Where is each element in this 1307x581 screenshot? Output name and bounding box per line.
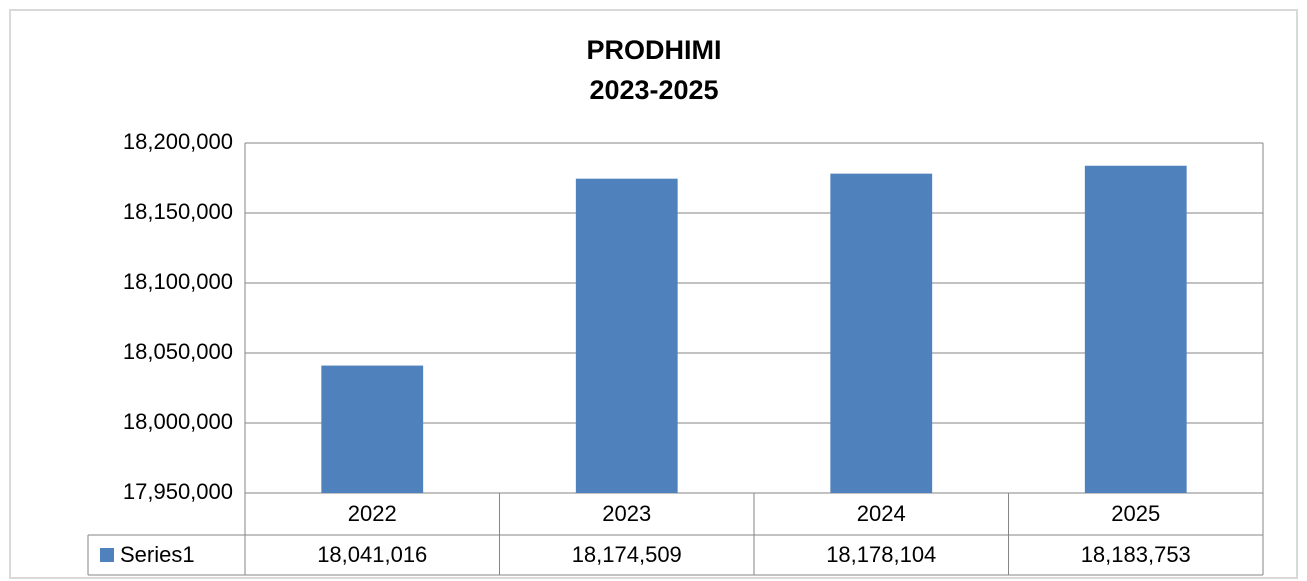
x-tick-label: 2022 xyxy=(348,501,397,526)
y-tick-label: 18,050,000 xyxy=(123,339,233,364)
bar xyxy=(830,173,933,493)
x-tick-label: 2023 xyxy=(602,501,651,526)
y-tick-label: 18,200,000 xyxy=(123,129,233,154)
x-tick-label: 2024 xyxy=(857,501,906,526)
bar xyxy=(321,365,424,493)
y-tick-label: 18,100,000 xyxy=(123,269,233,294)
y-tick-label: 17,950,000 xyxy=(123,479,233,504)
data-table-value: 18,178,104 xyxy=(826,542,936,567)
legend-key xyxy=(100,548,114,562)
chart-title: PRODHIMI xyxy=(587,35,722,65)
chart-title: 2023-2025 xyxy=(589,75,718,105)
bar xyxy=(1084,165,1187,494)
data-table-value: 18,183,753 xyxy=(1081,542,1191,567)
data-table-value: 18,174,509 xyxy=(572,542,682,567)
y-tick-label: 18,000,000 xyxy=(123,409,233,434)
x-tick-label: 2025 xyxy=(1111,501,1160,526)
y-tick-label: 18,150,000 xyxy=(123,199,233,224)
bar xyxy=(575,178,678,494)
legend-label: Series1 xyxy=(120,542,195,567)
data-table-value: 18,041,016 xyxy=(317,542,427,567)
